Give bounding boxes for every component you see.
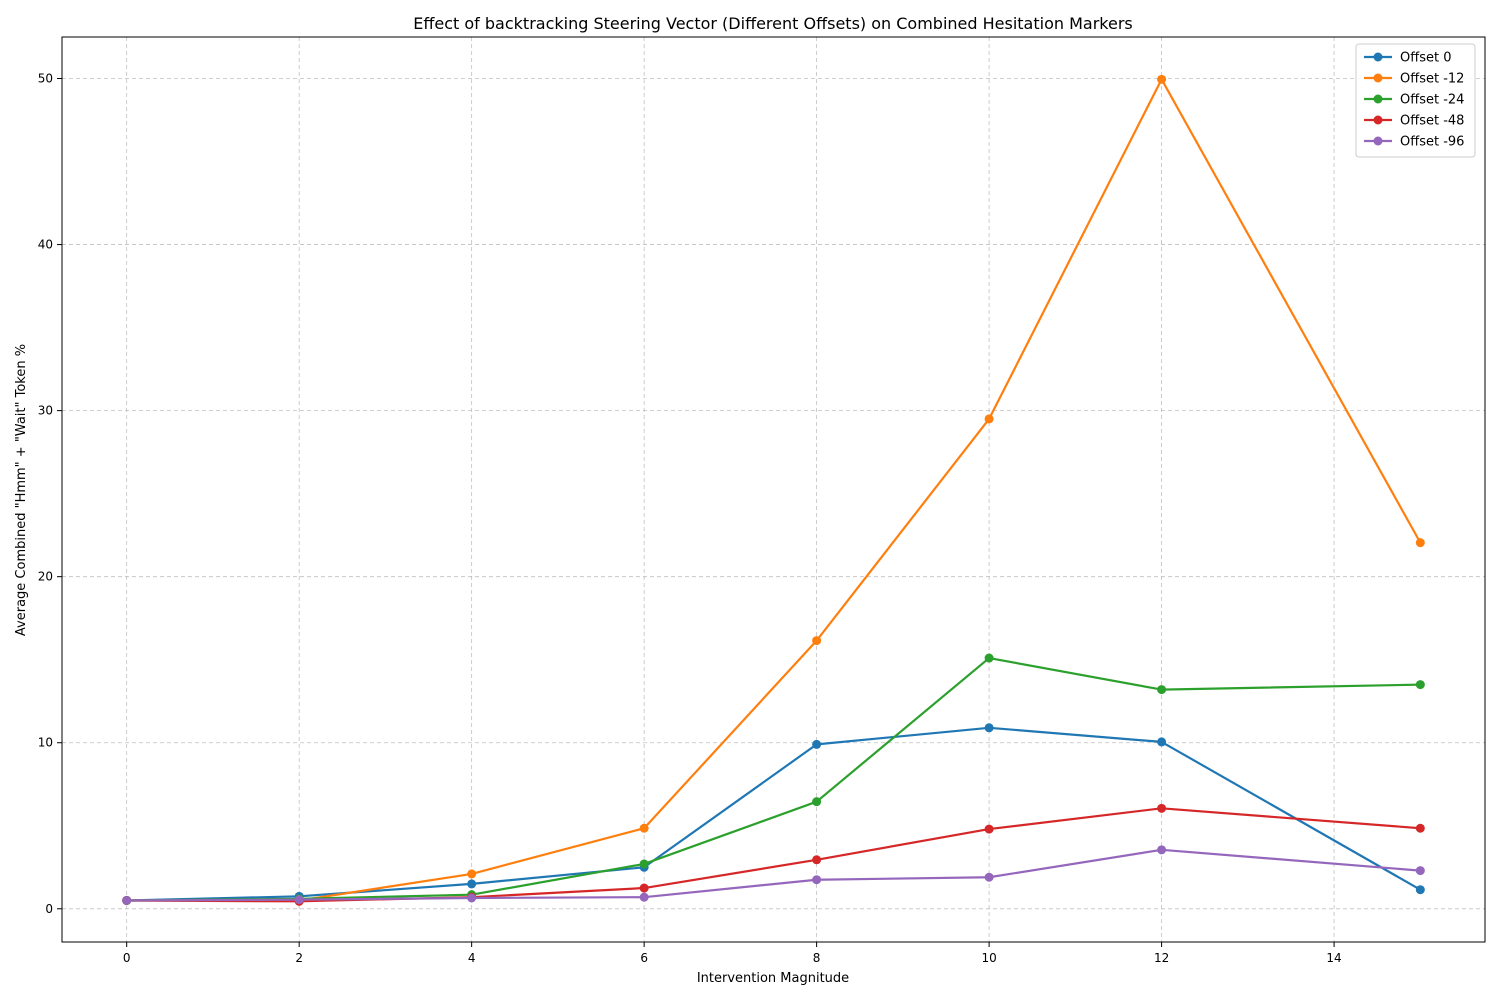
legend-label: Offset -24 [1400, 93, 1464, 108]
y-axis-label: Average Combined "Hmm" + "Wait" Token % [14, 344, 29, 636]
data-point [984, 723, 994, 733]
legend-item: Offset -12 [1364, 72, 1464, 87]
series-line [126, 807, 1421, 903]
data-point [984, 872, 994, 882]
data-point [639, 892, 649, 902]
legend-marker [1373, 136, 1383, 146]
x-tick-label: 4 [468, 951, 476, 965]
y-tick-label: 30 [38, 404, 53, 418]
series-line [126, 726, 1421, 902]
x-axis-label: Intervention Magnitude [697, 971, 849, 986]
series-line [126, 78, 1422, 902]
y-tick-label: 40 [38, 238, 53, 252]
x-axis-ticks: 0 2 4 6 8 10 12 14 [123, 942, 1342, 965]
data-point [984, 824, 994, 834]
data-point [1157, 74, 1167, 84]
legend-item: Offset -24 [1364, 93, 1464, 108]
legend-item: Offset -48 [1364, 114, 1464, 129]
legend-item: Offset 0 [1364, 51, 1451, 66]
data-point [812, 636, 822, 646]
x-tick-label: 0 [123, 951, 131, 965]
legend-marker [1373, 52, 1383, 62]
data-point [1157, 845, 1167, 855]
data-point [1157, 685, 1167, 695]
data-point [639, 883, 649, 893]
legend-label: Offset -12 [1400, 72, 1464, 87]
data-point [294, 895, 304, 905]
y-tick-label: 10 [38, 736, 53, 750]
data-point [1415, 538, 1425, 548]
x-tick-label: 8 [813, 951, 821, 965]
data-point [467, 893, 477, 903]
x-tick-label: 6 [640, 951, 648, 965]
x-tick-label: 2 [295, 951, 303, 965]
data-point [1415, 866, 1425, 876]
data-point [1415, 680, 1425, 690]
series-layer [122, 74, 1425, 906]
data-point [122, 895, 132, 905]
legend-marker [1373, 73, 1383, 83]
x-tick-label: 14 [1326, 951, 1341, 965]
data-point [639, 823, 649, 833]
x-tick-label: 10 [981, 951, 996, 965]
series-line [126, 848, 1421, 902]
plot-frame [61, 36, 1486, 943]
data-point [467, 879, 477, 889]
legend-box [1355, 43, 1476, 158]
x-tick-label: 12 [1154, 951, 1169, 965]
legend-label: Offset -96 [1400, 135, 1464, 150]
legend-marker [1373, 94, 1383, 104]
series-offset--96 [122, 845, 1425, 905]
legend-label: Offset 0 [1400, 51, 1451, 66]
series-line [126, 656, 1421, 902]
legend-label: Offset -48 [1400, 114, 1464, 129]
data-point [1415, 885, 1425, 895]
data-point [812, 875, 822, 885]
legend-marker [1373, 115, 1383, 125]
legend-item: Offset -96 [1364, 135, 1464, 150]
data-point [812, 739, 822, 749]
data-point [467, 869, 477, 879]
y-tick-label: 0 [45, 902, 53, 916]
y-axis-ticks: 0 10 20 30 40 50 [38, 72, 62, 916]
data-point [984, 653, 994, 663]
y-tick-label: 20 [38, 570, 53, 584]
series-offset--12 [122, 74, 1425, 905]
data-point [812, 797, 822, 807]
data-point [984, 414, 994, 424]
legend: Offset 0 Offset -12 Offset -24 Offset -48 Of… [1355, 43, 1476, 158]
y-tick-label: 50 [38, 72, 53, 86]
chart-title: Effect of backtracking Steering Vector (… [413, 14, 1132, 33]
data-point [1157, 737, 1167, 747]
data-point [1157, 803, 1167, 813]
data-point [639, 859, 649, 869]
grid [62, 37, 1485, 942]
data-point [812, 855, 822, 865]
data-point [1415, 823, 1425, 833]
